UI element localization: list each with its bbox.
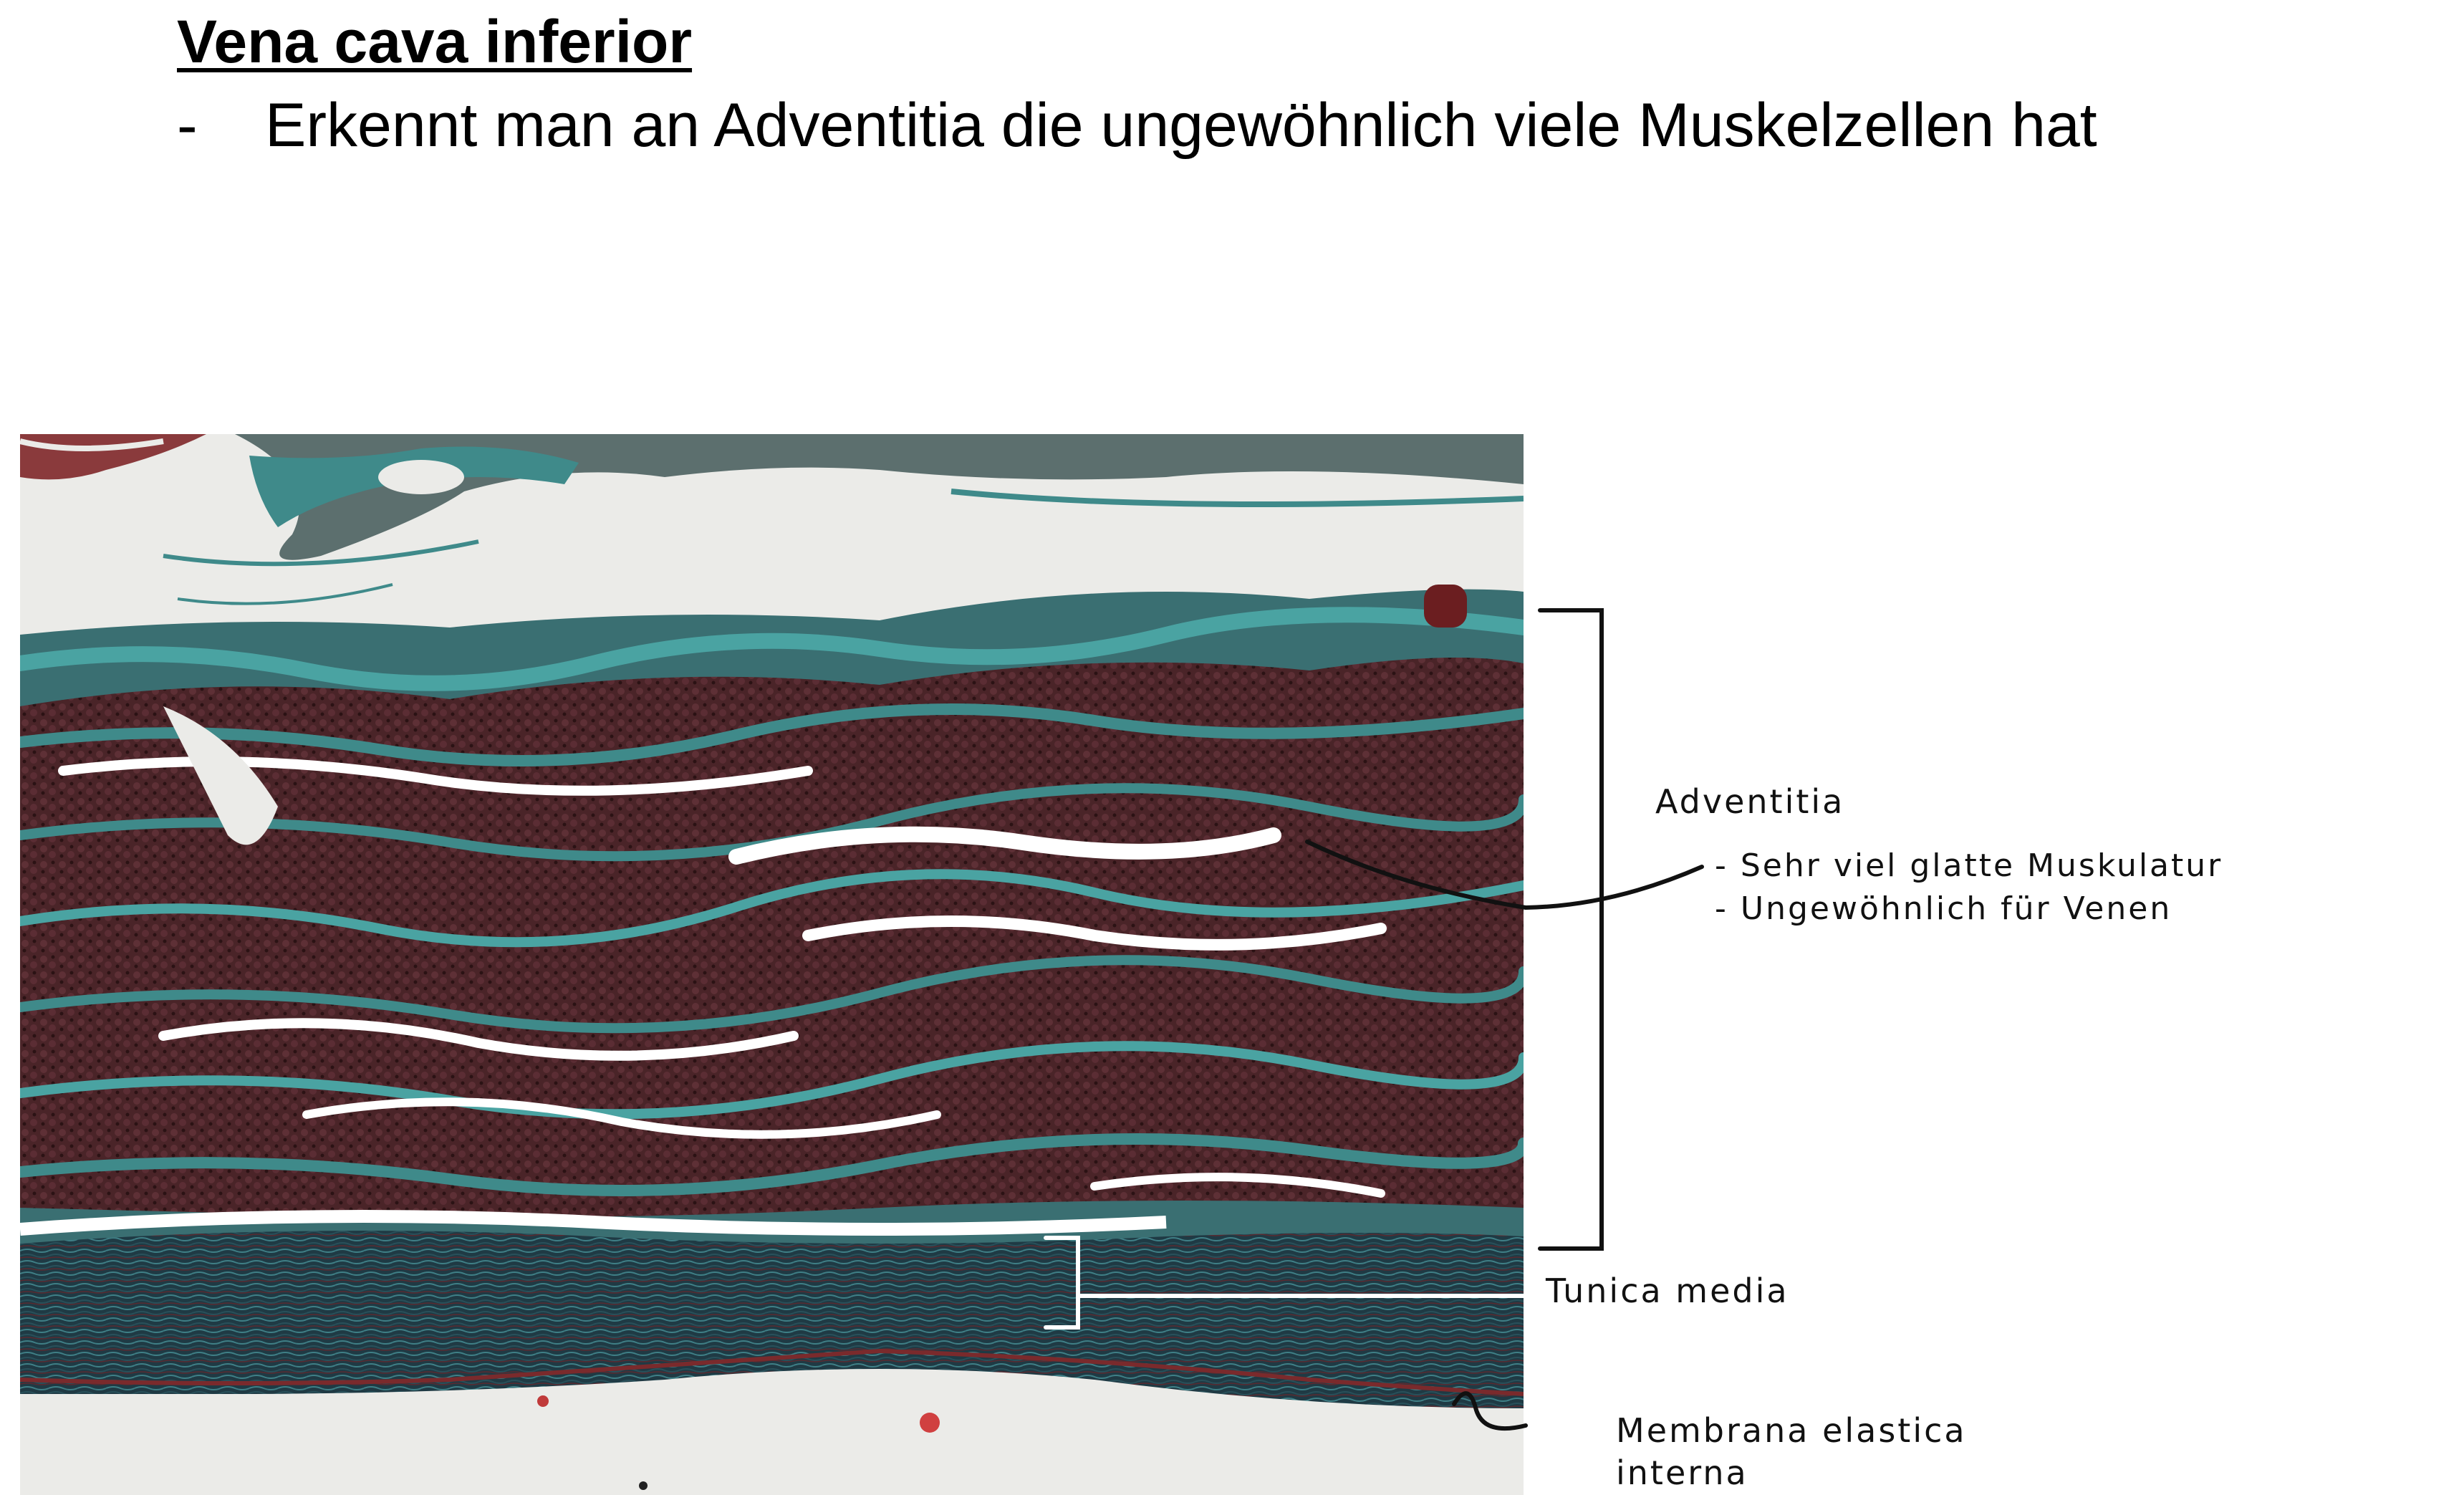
- adventitia-bracket: [1538, 608, 1604, 1251]
- slide-title: Vena cava inferior: [177, 8, 693, 75]
- bullet-text: Erkennt man an Adventitia die ungewöhnli…: [265, 91, 2097, 160]
- bullet-marker: -: [177, 91, 198, 160]
- membrane-label-line2: interna: [1616, 1453, 1748, 1492]
- adventitia-point-2: - Ungewöhnlich für Venen: [1715, 890, 2172, 927]
- adventitia-point-1: - Sehr viel glatte Muskulatur: [1715, 847, 2223, 884]
- membrane-label-line1: Membrana elastica: [1616, 1411, 1967, 1450]
- histology-micrograph-icon: [20, 434, 1524, 1495]
- adventitia-label: Adventitia: [1655, 782, 1845, 821]
- tunica-media-label: Tunica media: [1546, 1272, 1789, 1310]
- histology-micrograph: [20, 434, 1524, 1495]
